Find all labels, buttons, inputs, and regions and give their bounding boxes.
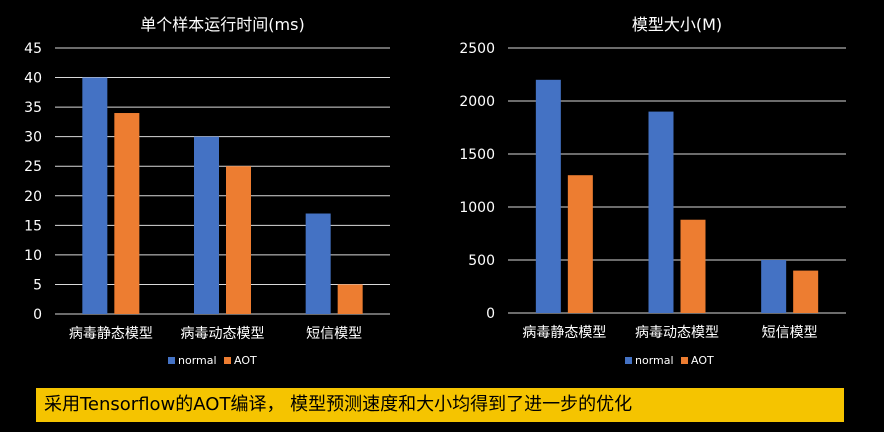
chart-2-category-label: 病毒动态模型 [635,325,719,341]
chart-2-y-tick-label: 2500 [459,41,495,57]
chart-2-y-tick-label: 1500 [459,147,495,163]
chart-2-bar-normal [761,260,787,313]
chart-1-bar-aot [114,113,140,315]
chart-2-bar-aot [793,270,819,313]
chart-2-bar-aot [567,175,593,313]
chart-1-y-tick-label: 30 [24,130,42,146]
chart-2-legend-swatch-normal [625,357,632,364]
chart-2-legend-label-normal: normal [635,354,674,367]
chart-1-category-label: 短信模型 [306,326,362,342]
chart-2-category-label: 病毒静态模型 [522,325,606,341]
caption-text: 采用Tensorflow的AOT编译， 模型预测速度和大小均得到了进一步的优化 [44,394,633,415]
chart-1-bar-normal [305,213,331,314]
chart-1-y-tick-label: 5 [33,277,42,293]
chart-1-y-tick-label: 45 [24,41,42,57]
chart-1-category-label: 病毒静态模型 [69,326,153,342]
chart-2-bar-normal [648,111,674,313]
chart-1-y-tick-label: 40 [24,71,42,87]
chart-2-y-tick-label: 2000 [459,94,495,110]
chart-2-category-label: 短信模型 [762,325,818,341]
chart-1-bar-aot [337,284,363,314]
chart-1-y-tick-label: 10 [24,248,42,264]
chart-2-y-tick-label: 1000 [459,200,495,216]
chart-1-category-label: 病毒动态模型 [181,326,265,342]
chart-1-bar-normal [194,136,219,314]
chart-2-title: 模型大小(M) [632,15,722,34]
chart-1-title: 单个样本运行时间(ms) [140,15,304,34]
chart-1-y-tick-label: 35 [24,100,42,116]
chart-1-y-tick-label: 0 [33,307,42,323]
chart-2-y-tick-label: 500 [468,253,495,269]
chart-1-bar-normal [82,77,108,314]
chart-1-legend-label-aot: AOT [234,354,257,367]
chart-1-bar-aot [226,166,251,314]
chart-1-y-tick-label: 25 [24,159,42,175]
chart-1-legend-swatch-aot [224,357,231,364]
chart-1-legend-label-normal: normal [178,354,217,367]
chart-2-legend-label-aot: AOT [691,354,714,367]
chart-2-bar-aot [680,219,706,313]
chart-2-y-tick-label: 0 [486,306,495,322]
caption-banner: 采用Tensorflow的AOT编译， 模型预测速度和大小均得到了进一步的优化 [36,388,844,422]
chart-2-bar-normal [535,79,561,313]
chart-1-legend-swatch-normal [168,357,175,364]
chart-1-y-tick-label: 20 [24,189,42,205]
chart-2-legend-swatch-aot [681,357,688,364]
chart-1-y-tick-label: 15 [24,218,42,234]
